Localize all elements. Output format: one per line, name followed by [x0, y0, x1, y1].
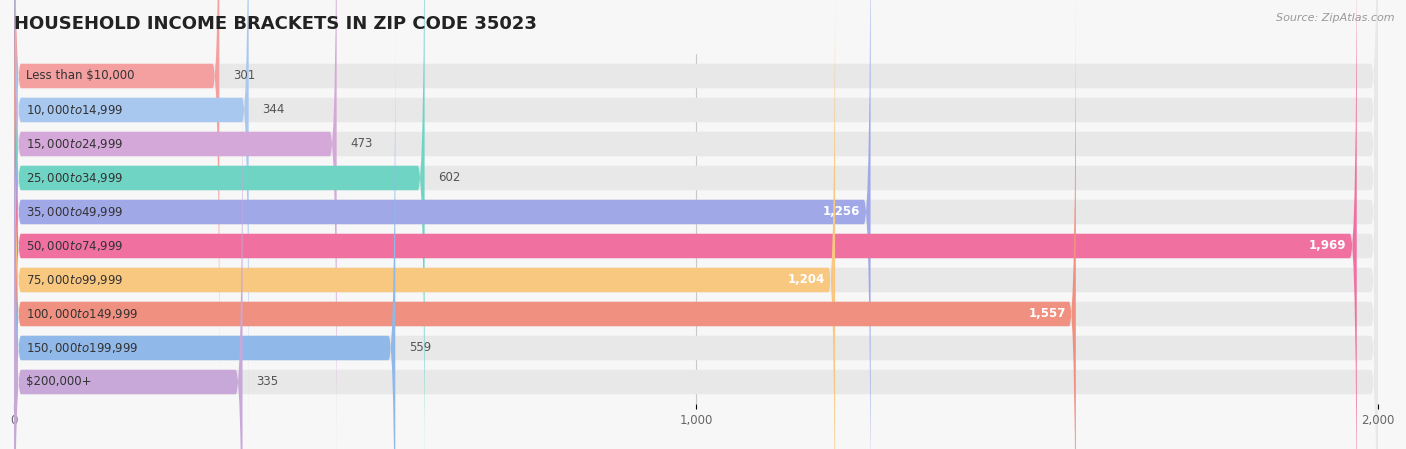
Text: HOUSEHOLD INCOME BRACKETS IN ZIP CODE 35023: HOUSEHOLD INCOME BRACKETS IN ZIP CODE 35…: [14, 15, 537, 33]
FancyBboxPatch shape: [14, 0, 336, 449]
Text: $50,000 to $74,999: $50,000 to $74,999: [27, 239, 124, 253]
Text: 473: 473: [350, 137, 373, 150]
Text: Source: ZipAtlas.com: Source: ZipAtlas.com: [1277, 13, 1395, 23]
Text: $15,000 to $24,999: $15,000 to $24,999: [27, 137, 124, 151]
FancyBboxPatch shape: [14, 0, 1076, 449]
FancyBboxPatch shape: [14, 0, 1378, 449]
FancyBboxPatch shape: [14, 0, 219, 404]
FancyBboxPatch shape: [14, 0, 1378, 404]
FancyBboxPatch shape: [14, 54, 1378, 449]
Text: $200,000+: $200,000+: [27, 375, 91, 388]
Text: 602: 602: [439, 172, 461, 185]
Text: $100,000 to $149,999: $100,000 to $149,999: [27, 307, 139, 321]
FancyBboxPatch shape: [14, 0, 1378, 449]
Text: $150,000 to $199,999: $150,000 to $199,999: [27, 341, 139, 355]
Text: 1,204: 1,204: [787, 273, 825, 286]
FancyBboxPatch shape: [14, 20, 395, 449]
FancyBboxPatch shape: [14, 0, 870, 449]
FancyBboxPatch shape: [14, 0, 835, 449]
FancyBboxPatch shape: [14, 0, 1378, 449]
FancyBboxPatch shape: [14, 54, 242, 449]
Text: $25,000 to $34,999: $25,000 to $34,999: [27, 171, 124, 185]
Text: $35,000 to $49,999: $35,000 to $49,999: [27, 205, 124, 219]
Text: $10,000 to $14,999: $10,000 to $14,999: [27, 103, 124, 117]
FancyBboxPatch shape: [14, 0, 425, 449]
Text: 1,557: 1,557: [1028, 308, 1066, 321]
Text: 559: 559: [409, 342, 432, 355]
FancyBboxPatch shape: [14, 0, 1378, 449]
FancyBboxPatch shape: [14, 0, 1357, 449]
FancyBboxPatch shape: [14, 20, 1378, 449]
FancyBboxPatch shape: [14, 0, 1378, 449]
FancyBboxPatch shape: [14, 0, 1378, 449]
Text: Less than $10,000: Less than $10,000: [27, 70, 135, 83]
Text: 1,256: 1,256: [823, 206, 860, 219]
Text: $75,000 to $99,999: $75,000 to $99,999: [27, 273, 124, 287]
FancyBboxPatch shape: [14, 0, 249, 438]
Text: 301: 301: [233, 70, 256, 83]
FancyBboxPatch shape: [14, 0, 1378, 438]
Text: 335: 335: [256, 375, 278, 388]
Text: 1,969: 1,969: [1309, 239, 1347, 252]
Text: 344: 344: [263, 103, 284, 116]
